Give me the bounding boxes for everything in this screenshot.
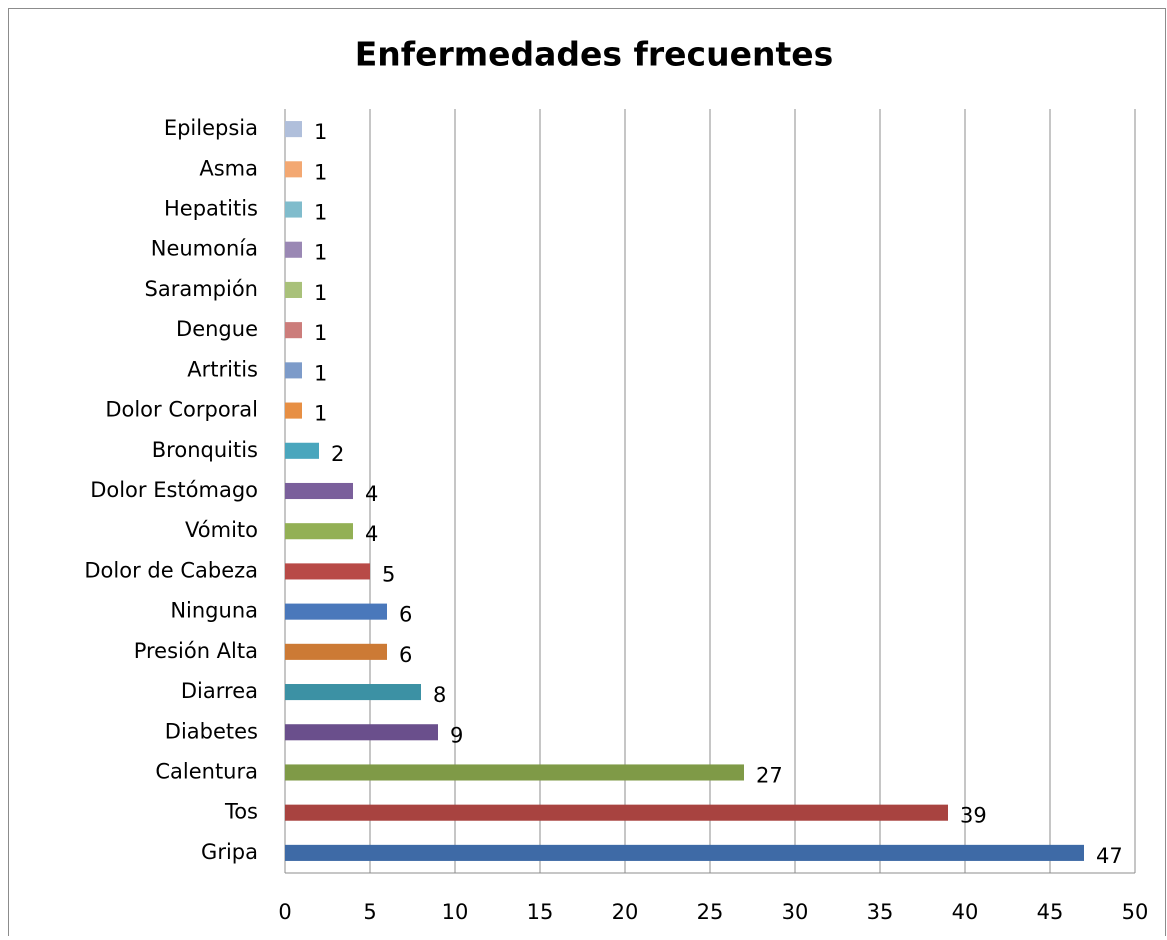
data-label: 6: [399, 643, 412, 667]
data-label: 6: [399, 603, 412, 627]
data-label: 9: [450, 723, 463, 747]
x-tick-label: 45: [1037, 900, 1064, 924]
bar: [285, 643, 387, 660]
y-tick-label: Dolor Corporal: [105, 398, 258, 422]
data-label: 1: [314, 361, 327, 385]
y-tick-label: Epilepsia: [164, 116, 258, 140]
y-tick-label: Sarampión: [145, 277, 258, 301]
data-label: 4: [365, 482, 378, 506]
data-label: 2: [331, 442, 344, 466]
bar: [285, 804, 948, 821]
data-label: 8: [433, 683, 446, 707]
bar: [285, 241, 302, 258]
data-label: 1: [314, 402, 327, 426]
bar: [285, 482, 353, 500]
x-tick-label: 0: [278, 900, 291, 924]
y-tick-label: Artritis: [187, 357, 258, 381]
x-tick-label: 15: [527, 900, 554, 924]
data-label: 1: [314, 120, 327, 144]
bar: [285, 563, 370, 580]
y-tick-label: Ninguna: [170, 599, 258, 623]
bar: [285, 684, 421, 701]
data-label: 1: [314, 281, 327, 305]
y-tick-label: Diarrea: [181, 679, 258, 703]
bar: [285, 402, 302, 419]
data-label: 1: [314, 241, 327, 265]
x-tick-label: 10: [442, 900, 469, 924]
x-tick-label: 30: [782, 900, 809, 924]
y-tick-label: Bronquitis: [152, 438, 258, 462]
x-tick-label: 5: [363, 900, 376, 924]
data-label: 5: [382, 562, 395, 586]
bar: [285, 281, 302, 298]
bar: [285, 603, 387, 620]
bar: [285, 724, 438, 741]
x-tick-label: 20: [612, 900, 639, 924]
data-label: 1: [314, 321, 327, 345]
bar: [285, 844, 1084, 861]
chart-title: Enfermedades frecuentes: [355, 35, 834, 74]
x-tick-label: 25: [697, 900, 724, 924]
y-tick-label: Dolor de Cabeza: [84, 558, 258, 582]
y-tick-label: Asma: [199, 156, 258, 180]
data-label: 4: [365, 522, 378, 546]
y-tick-label: Hepatitis: [164, 197, 258, 221]
data-label: 1: [314, 201, 327, 225]
x-tick-label: 50: [1122, 900, 1149, 924]
data-label: 47: [1096, 844, 1123, 868]
data-label: 1: [314, 160, 327, 184]
y-tick-label: Presión Alta: [134, 639, 258, 663]
bar: [285, 362, 302, 379]
y-tick-label: Gripa: [201, 840, 258, 864]
x-tick-label: 40: [952, 900, 979, 924]
y-tick-label: Diabetes: [165, 719, 258, 743]
bar: [285, 523, 353, 540]
bar: [285, 442, 319, 459]
x-tick-label: 35: [867, 900, 894, 924]
y-tick-label: Vómito: [185, 518, 258, 542]
bar: [285, 322, 302, 339]
y-tick-label: Tos: [224, 800, 258, 824]
chart-border: [8, 8, 1166, 940]
y-tick-label: Dengue: [176, 317, 258, 341]
y-tick-label: Neumonía: [151, 237, 258, 261]
bar: [285, 764, 744, 781]
bar: [285, 121, 302, 138]
bar: [285, 161, 302, 178]
y-tick-label: Calentura: [155, 759, 258, 783]
data-label: 27: [756, 763, 783, 787]
bar: [285, 201, 302, 218]
data-label: 39: [960, 804, 987, 828]
y-tick-label: Dolor Estómago: [90, 478, 258, 502]
